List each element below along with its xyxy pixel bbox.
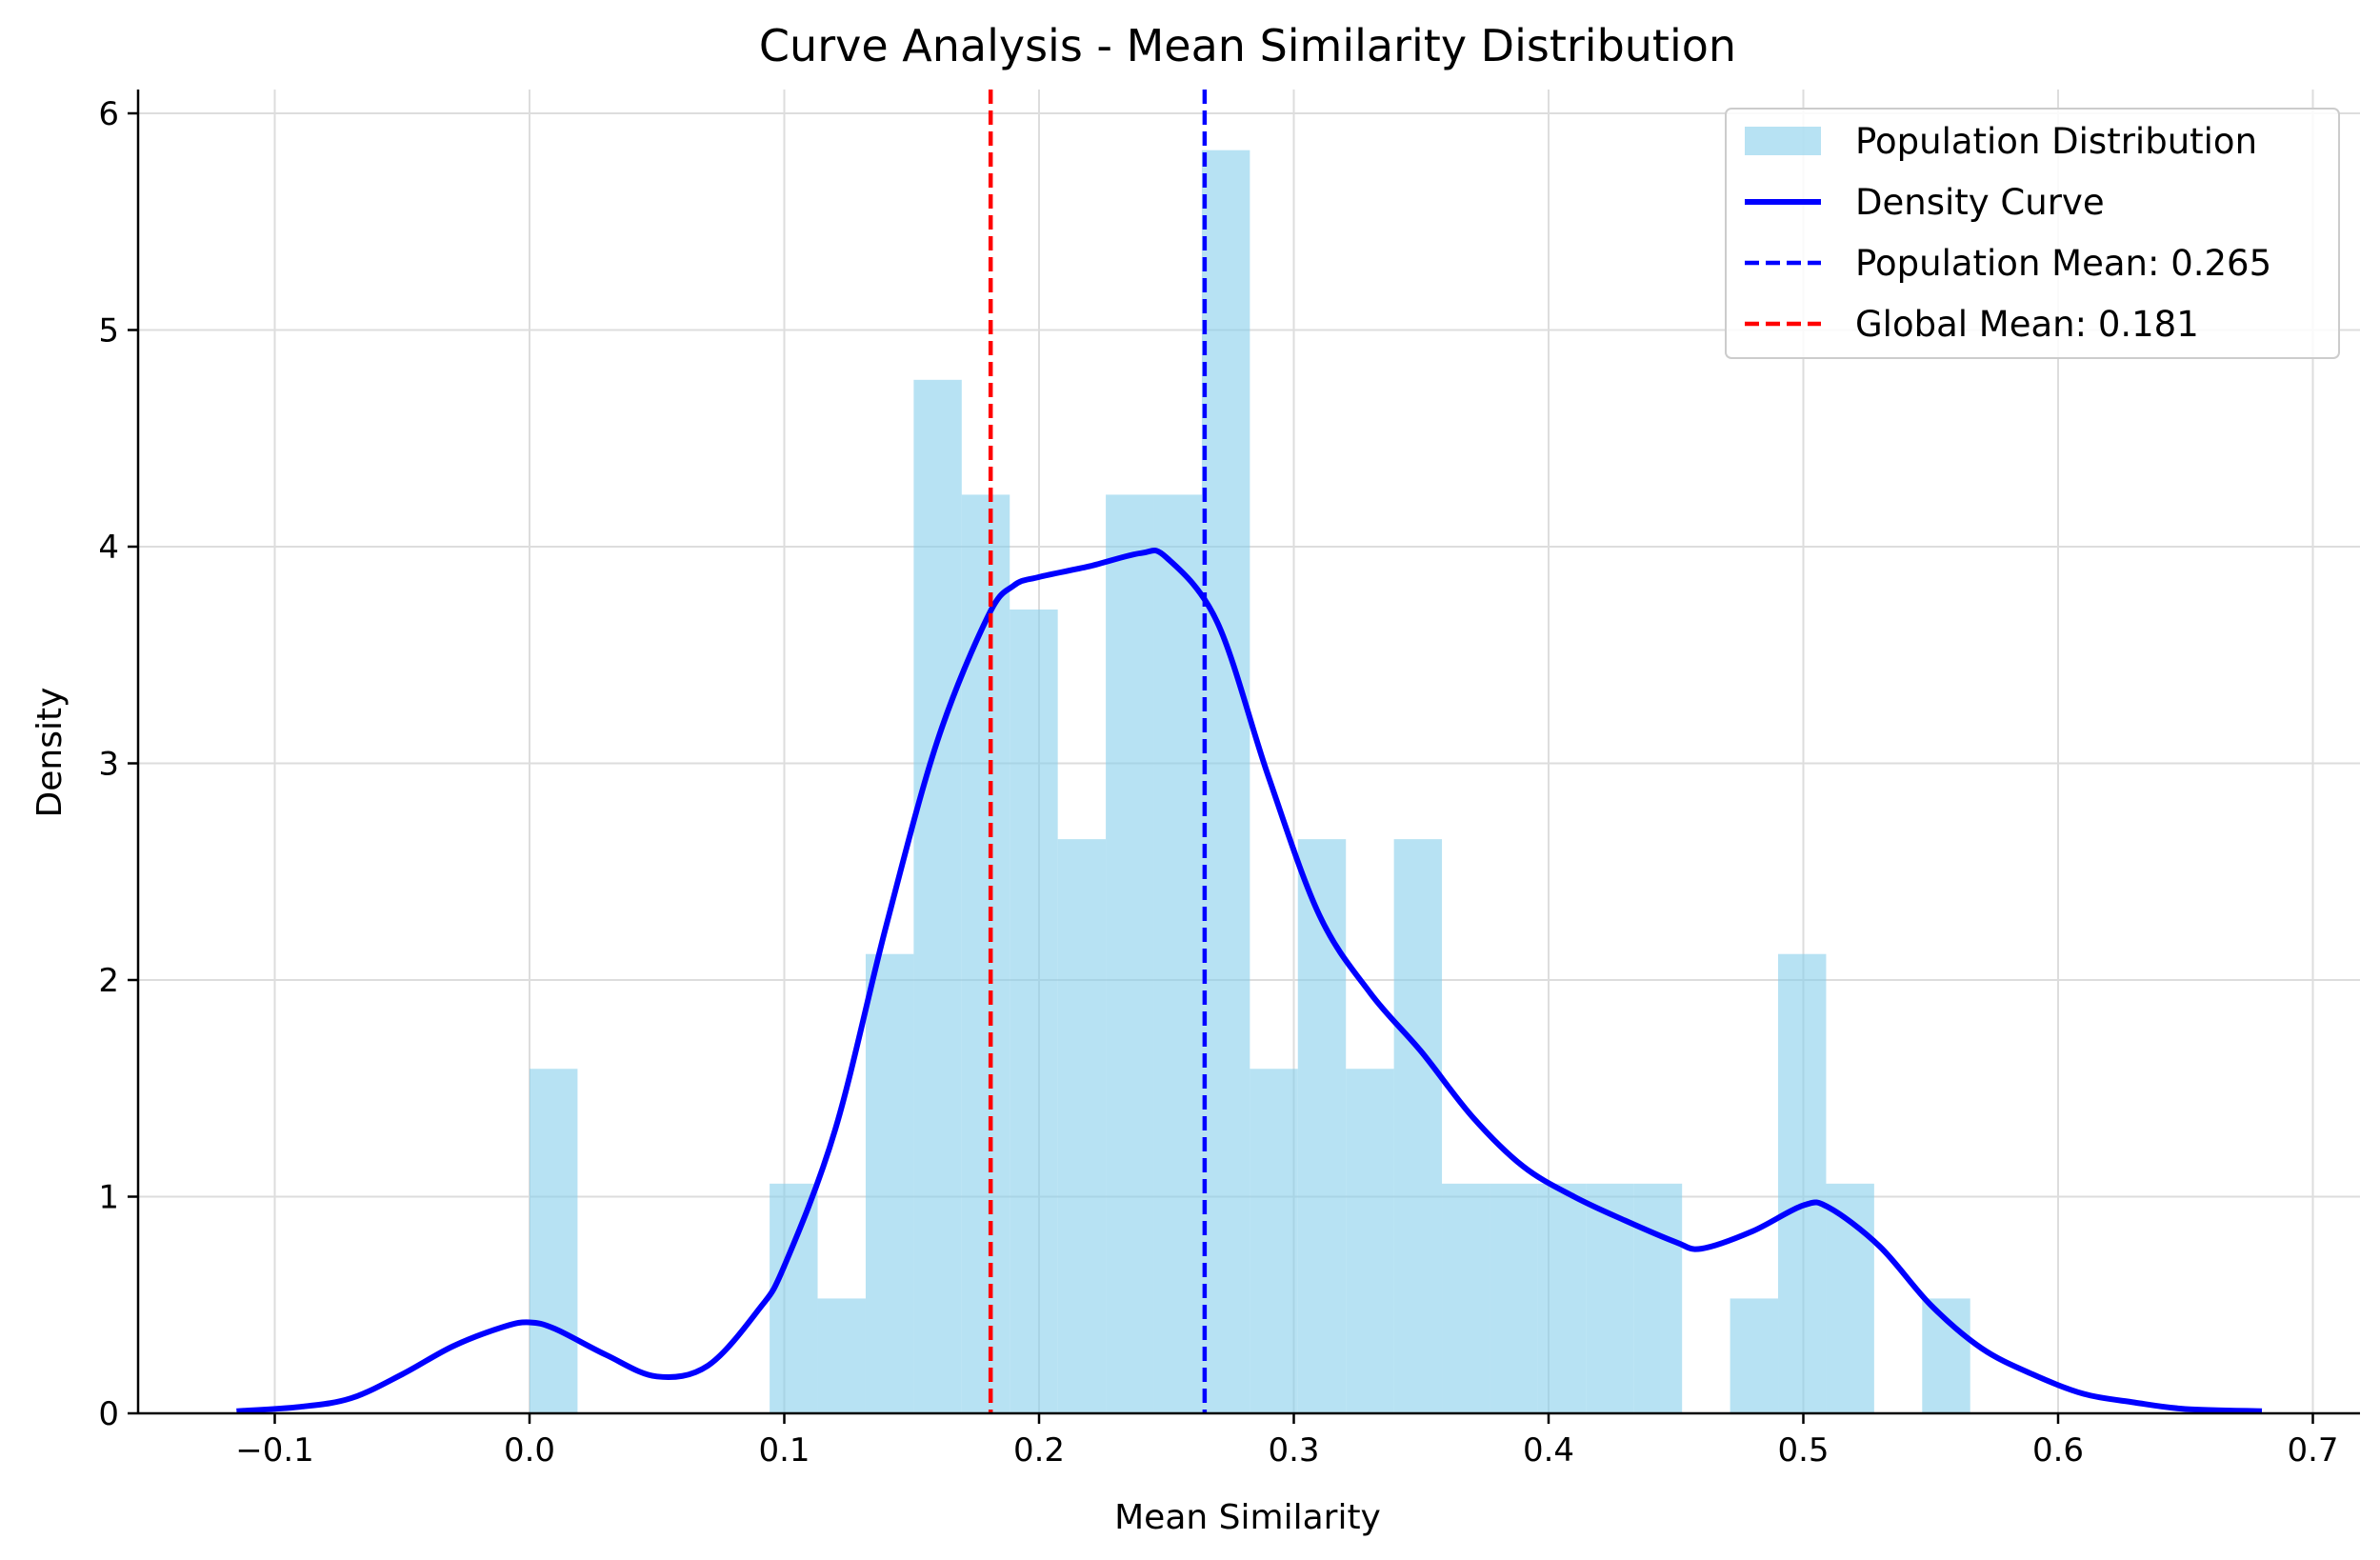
x-tick-label: 0.5 (1777, 1431, 1829, 1470)
x-tick-label: 0.7 (2287, 1431, 2338, 1470)
histogram-bar (1730, 1298, 1779, 1413)
histogram-bar (1393, 839, 1443, 1413)
histogram-bar (1586, 1183, 1634, 1413)
histogram-bar (1250, 1069, 1298, 1413)
histogram-bar (1346, 1069, 1394, 1413)
density-curve-line (236, 547, 2263, 1414)
histogram-bar (817, 1298, 866, 1413)
legend-frame (1725, 108, 2340, 359)
axes (136, 90, 2360, 1415)
legend-label: Global Mean: 0.181 (1855, 304, 2199, 345)
histogram-bar (1633, 1183, 1683, 1413)
legend: Population Distribution Density Curve Popu… (1725, 108, 2340, 359)
y-tick-label: 4 (98, 529, 119, 567)
legend-swatch-histogram (1745, 127, 1821, 155)
y-tick-label: 1 (98, 1179, 119, 1217)
histogram-bar (770, 1183, 818, 1413)
y-ticks: 0 1 2 3 4 5 6 (98, 95, 138, 1433)
y-tick-label: 6 (98, 95, 119, 133)
histogram-bar (1297, 839, 1347, 1413)
histogram-bar (961, 494, 1010, 1413)
x-tick-label: 0.1 (758, 1431, 810, 1470)
histogram-bar (865, 953, 914, 1413)
y-tick-label: 2 (98, 962, 119, 1000)
x-tick-label: −0.1 (235, 1431, 314, 1470)
histogram-bar (913, 379, 962, 1414)
legend-label: Population Mean: 0.265 (1855, 243, 2271, 284)
histogram-bar (1922, 1298, 1970, 1413)
histogram-bar (1778, 953, 1827, 1413)
histogram-bar (530, 1069, 578, 1413)
density-curve (236, 547, 2263, 1414)
y-tick-label: 0 (98, 1395, 119, 1433)
x-tick-label: 0.2 (1013, 1431, 1065, 1470)
histogram-bar (1442, 1183, 1490, 1413)
x-tick-label: 0.4 (1523, 1431, 1574, 1470)
histogram-bar (1153, 494, 1202, 1413)
y-axis-label: Density (30, 688, 70, 818)
x-ticks: −0.1 0.0 0.1 0.2 0.3 0.4 0.5 0.6 0.7 (235, 1413, 2339, 1470)
x-tick-label: 0.6 (2032, 1431, 2084, 1470)
histogram-bars (530, 150, 1970, 1414)
y-tick-label: 5 (98, 312, 119, 350)
histogram-bar (1201, 150, 1250, 1413)
y-tick-label: 3 (98, 746, 119, 784)
histogram-bar (1057, 839, 1107, 1413)
chart-title: Curve Analysis - Mean Similarity Distrib… (759, 20, 1736, 71)
x-tick-label: 0.0 (504, 1431, 555, 1470)
histogram-bar (1106, 494, 1154, 1413)
reference-lines (988, 90, 1208, 1413)
x-tick-label: 0.3 (1268, 1431, 1319, 1470)
histogram-bar (1490, 1183, 1538, 1413)
histogram-bar (1537, 1183, 1587, 1413)
legend-label: Population Distribution (1855, 121, 2257, 162)
legend-label: Density Curve (1855, 182, 2105, 223)
x-axis-label: Mean Similarity (1114, 1498, 1381, 1537)
histogram-bar (1010, 609, 1058, 1413)
